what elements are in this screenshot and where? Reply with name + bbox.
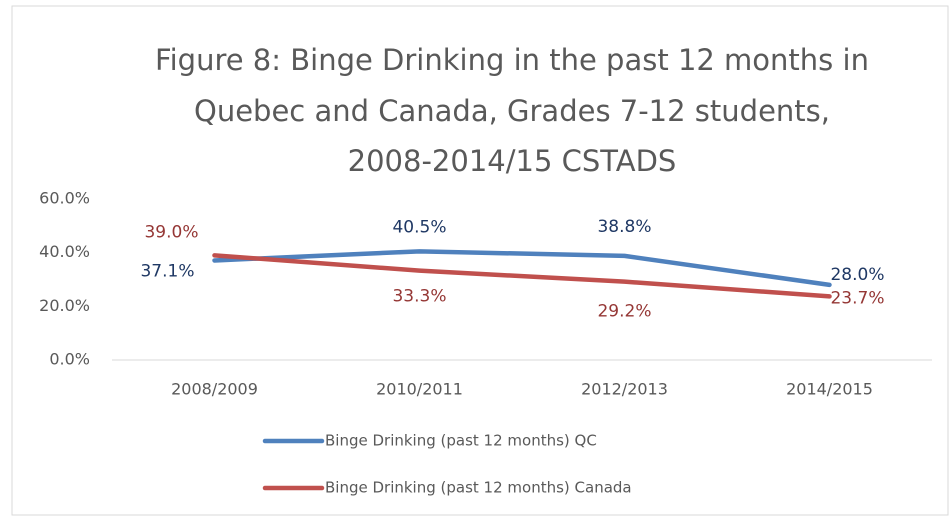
y-tick-label: 0.0% — [49, 350, 90, 369]
legend-label: Binge Drinking (past 12 months) QC — [325, 432, 597, 450]
chart-title: Figure 8: Binge Drinking in the past 12 … — [155, 43, 869, 77]
y-tick-label: 40.0% — [39, 242, 90, 261]
data-label: 40.5% — [392, 217, 446, 237]
x-tick-label: 2014/2015 — [786, 380, 873, 399]
y-tick-label: 20.0% — [39, 296, 90, 315]
data-label: 28.0% — [830, 265, 884, 285]
series-line — [212, 253, 832, 299]
chart-title: 2008-2014/15 CSTADS — [348, 144, 677, 178]
data-label: 29.2% — [597, 302, 651, 322]
series-line — [212, 249, 832, 288]
chart-border — [11, 5, 949, 516]
y-tick-label: 60.0% — [39, 189, 90, 208]
x-tick-label: 2010/2011 — [376, 380, 463, 399]
data-label: 37.1% — [140, 261, 194, 281]
data-label: 33.3% — [392, 287, 446, 307]
data-label: 38.8% — [597, 217, 651, 237]
legend-label: Binge Drinking (past 12 months) Canada — [325, 479, 632, 497]
data-label: 39.0% — [144, 222, 198, 242]
x-tick-label: 2012/2013 — [581, 380, 668, 399]
data-label: 23.7% — [830, 288, 884, 308]
chart-title: Quebec and Canada, Grades 7-12 students, — [194, 94, 830, 128]
x-tick-label: 2008/2009 — [171, 380, 258, 399]
